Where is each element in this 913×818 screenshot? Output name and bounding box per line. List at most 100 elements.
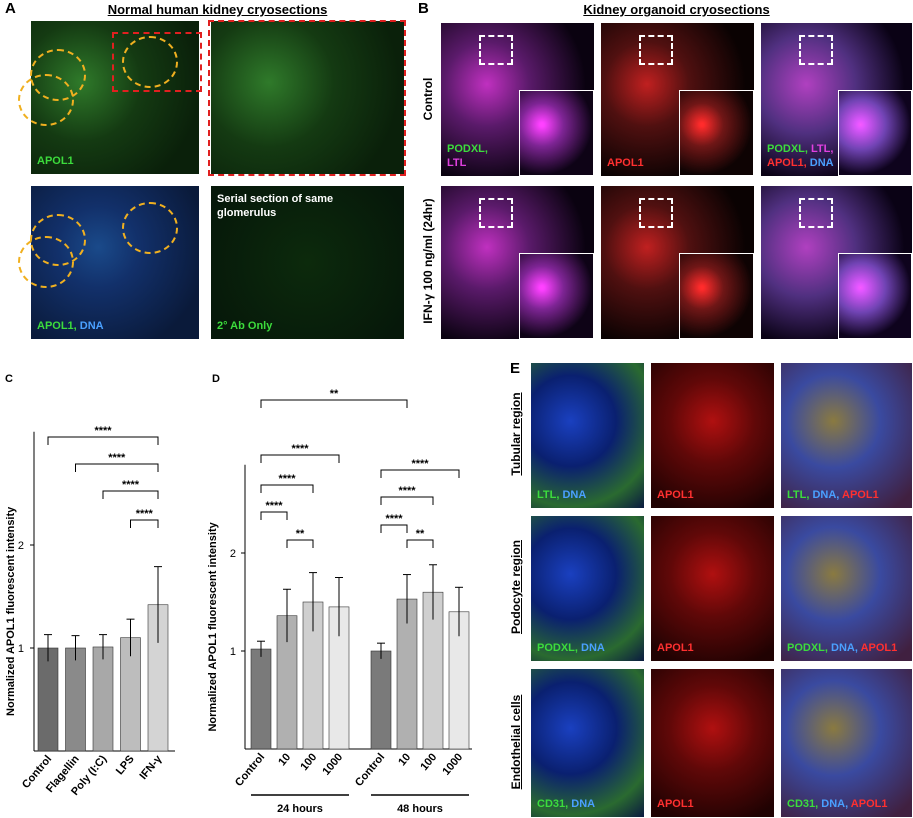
roi-box bbox=[798, 35, 833, 66]
bar bbox=[92, 646, 114, 752]
x-tick-label: 1000 bbox=[320, 751, 345, 777]
label-line: PODXL, LTL, bbox=[767, 142, 834, 156]
micrograph: PODXL, DNA bbox=[530, 515, 645, 662]
bar bbox=[370, 650, 392, 750]
inset bbox=[518, 89, 594, 176]
sig-label: **** bbox=[398, 485, 416, 497]
inset bbox=[837, 89, 912, 176]
channel-label: LTL, DNA, APOL1 bbox=[787, 488, 879, 502]
panel-title: Kidney organoid cryosections bbox=[583, 2, 770, 17]
sig-bracket bbox=[406, 539, 434, 548]
micrograph bbox=[440, 185, 595, 340]
sig-label: **** bbox=[265, 500, 283, 512]
x-tick-label: 1000 bbox=[440, 751, 465, 777]
channel-name: LTL, bbox=[811, 143, 834, 155]
roi-circle bbox=[122, 36, 178, 88]
x-tick-label: Control bbox=[233, 751, 267, 789]
sig-bracket bbox=[260, 454, 340, 463]
channel-label: APOL1 bbox=[657, 641, 694, 655]
channel-name: APOL1 bbox=[607, 157, 644, 169]
micrograph: APOL1 bbox=[650, 515, 775, 662]
channel-label: PODXL, LTL, APOL1, DNA bbox=[767, 142, 834, 170]
micrograph: Serial section of same glomerulus 2° Ab O… bbox=[210, 185, 405, 340]
roi-box bbox=[479, 198, 514, 229]
channel-name: PODXL, bbox=[767, 143, 812, 155]
label-line: CD31, DNA bbox=[537, 797, 595, 811]
roi-box bbox=[479, 35, 514, 66]
caption: Serial section of same glomerulus bbox=[217, 193, 334, 219]
y-tick-label: 2 bbox=[230, 548, 236, 560]
inset bbox=[837, 252, 912, 339]
channel-name: APOL1 bbox=[37, 155, 74, 167]
channel-name: LTL, bbox=[787, 489, 813, 501]
inset bbox=[518, 252, 594, 339]
label-line: APOL1 bbox=[657, 797, 694, 811]
channel-name: DNA, bbox=[831, 642, 861, 654]
channel-label: APOL1 bbox=[37, 154, 74, 168]
channel-name: APOL1 bbox=[860, 642, 898, 654]
label-line: LTL bbox=[447, 156, 488, 170]
sig-bracket bbox=[286, 539, 314, 548]
x-tick-label: Control bbox=[353, 751, 387, 789]
bar bbox=[250, 648, 272, 750]
sig-bracket bbox=[75, 463, 159, 472]
sig-label: ** bbox=[296, 528, 305, 540]
micrograph: PODXL, LTL, APOL1, DNA bbox=[760, 22, 913, 177]
channel-label: CD31, DNA, APOL1 bbox=[787, 797, 887, 811]
x-tick-label: 10 bbox=[276, 751, 293, 768]
channel-label: PODXL, LTL bbox=[447, 142, 488, 170]
y-axis-title: Normalized APOL1 fluorescent intensity bbox=[5, 506, 17, 716]
channel-name: PODXL, bbox=[787, 642, 832, 654]
sig-bracket bbox=[130, 519, 159, 528]
label-line: APOL1 bbox=[37, 154, 74, 168]
channel-label: 2° Ab Only bbox=[217, 319, 272, 333]
roi-box bbox=[639, 198, 674, 229]
y-tick-label: 1 bbox=[230, 646, 236, 658]
channel-name: PODXL, bbox=[537, 642, 582, 654]
roi-circle bbox=[122, 202, 178, 254]
label-line: PODXL, DNA bbox=[537, 641, 605, 655]
channel-name: APOL1 bbox=[842, 489, 879, 501]
micrograph: APOL1 bbox=[650, 362, 775, 509]
sig-label: **** bbox=[122, 479, 140, 491]
inset bbox=[678, 252, 754, 339]
x-tick-label: 100 bbox=[418, 751, 439, 773]
channel-name: DNA bbox=[809, 157, 834, 169]
sig-bracket bbox=[260, 484, 314, 493]
label-line: CD31, DNA, APOL1 bbox=[787, 797, 887, 811]
sig-label: **** bbox=[385, 513, 403, 525]
group-label: 48 hours bbox=[397, 803, 443, 815]
inset bbox=[678, 89, 754, 176]
micrograph bbox=[210, 20, 405, 175]
micrograph: LTL, DNA bbox=[530, 362, 645, 509]
channel-name: APOL1 bbox=[657, 642, 694, 654]
channel-label: PODXL, DNA bbox=[537, 641, 605, 655]
sig-bracket bbox=[380, 524, 408, 533]
y-tick-label: 2 bbox=[18, 540, 24, 552]
label-line: LTL, DNA, APOL1 bbox=[787, 488, 879, 502]
sig-label: **** bbox=[291, 443, 309, 455]
channel-name: DNA, bbox=[812, 489, 843, 501]
sig-label: **** bbox=[278, 473, 296, 485]
label-line: APOL1 bbox=[657, 488, 694, 502]
channel-name: LTL bbox=[447, 157, 467, 169]
group-label: 24 hours bbox=[277, 803, 323, 815]
micrograph: PODXL, LTL bbox=[440, 22, 595, 177]
channel-name: DNA bbox=[581, 642, 605, 654]
sig-label: **** bbox=[108, 452, 126, 464]
channel-name: APOL1 bbox=[850, 798, 888, 810]
roi-box bbox=[798, 198, 833, 229]
chart: C Normalized APOL1 fluorescent intensity 1… bbox=[5, 373, 175, 798]
channel-name: LTL, bbox=[537, 489, 563, 501]
label-line: 2° Ab Only bbox=[217, 319, 272, 333]
zoom-box bbox=[112, 32, 202, 92]
bar bbox=[37, 647, 59, 752]
sig-bracket bbox=[260, 511, 288, 520]
channel-label: APOL1, DNA bbox=[37, 319, 104, 333]
micrograph bbox=[760, 185, 913, 340]
x-tick-label: 10 bbox=[396, 751, 413, 768]
channel-label: CD31, DNA bbox=[537, 797, 595, 811]
channel-name: APOL1, bbox=[767, 157, 810, 169]
roi-circle bbox=[18, 74, 74, 126]
